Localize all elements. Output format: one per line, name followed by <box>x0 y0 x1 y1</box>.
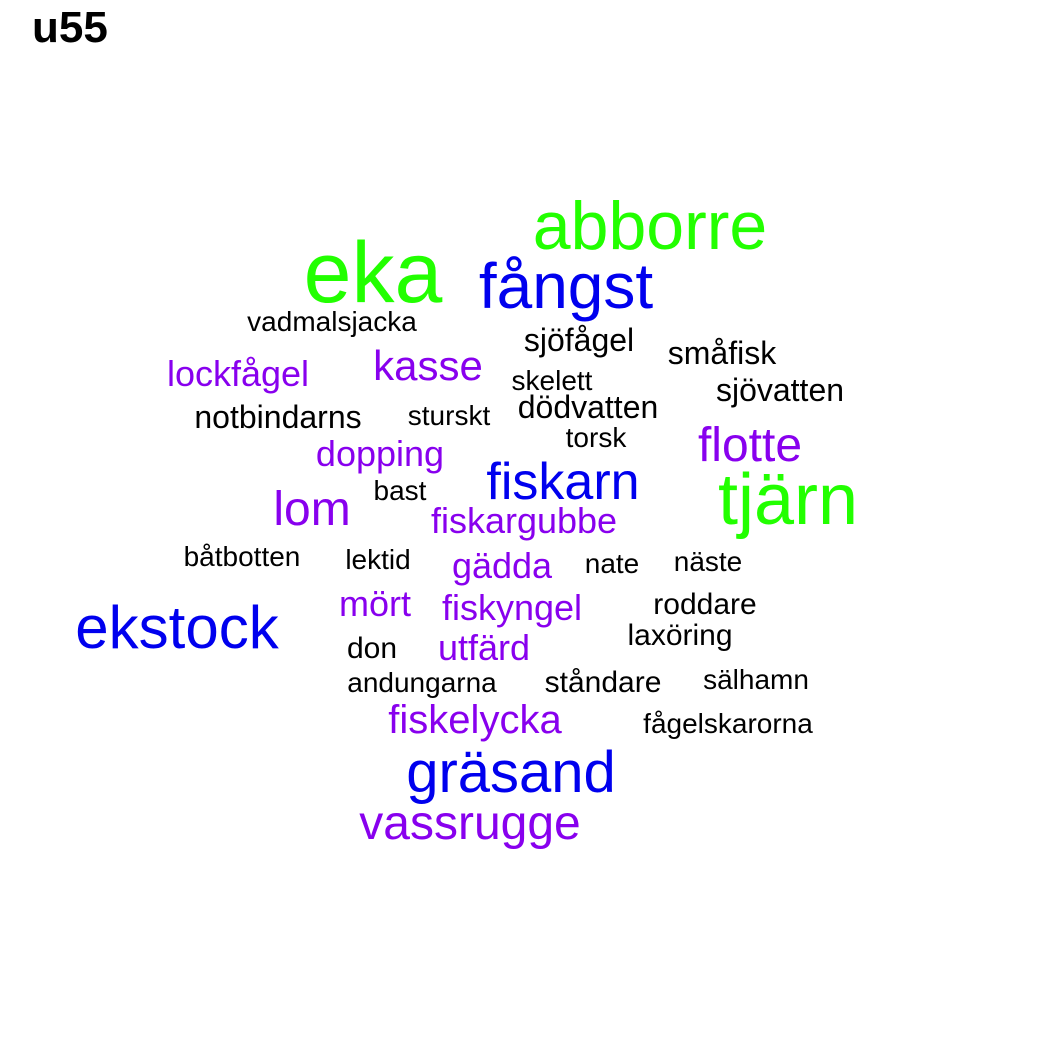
word-29: båtbotten <box>183 541 301 572</box>
word-13: fiskargubbe <box>430 500 618 541</box>
word-14: gädda <box>451 545 553 586</box>
word-20: sjöfågel <box>523 322 635 358</box>
word-19: vadmalsjacka <box>247 306 417 337</box>
word-2: tjärn <box>717 460 859 540</box>
word-33: roddare <box>653 588 757 621</box>
word-31: nate <box>584 548 640 579</box>
word-38: sälhamn <box>703 664 809 695</box>
word-10: kasse <box>373 342 483 389</box>
word-12: dopping <box>315 433 445 474</box>
word-5: gräsand <box>406 740 616 805</box>
word-22: skelett <box>511 365 593 396</box>
word-6: fiskarn <box>486 453 640 511</box>
word-0: eka <box>303 225 443 321</box>
word-7: vassrugge <box>359 797 581 850</box>
word-11: lockfågel <box>166 353 310 394</box>
word-23: sjövatten <box>715 372 845 408</box>
word-26: dödvatten <box>517 389 659 425</box>
word-8: flotte <box>697 419 803 472</box>
word-34: laxöring <box>627 619 733 652</box>
word-18: fiskelycka <box>388 698 562 742</box>
word-21: småfisk <box>667 335 777 371</box>
word-27: torsk <box>565 422 627 453</box>
word-9: lom <box>273 483 351 536</box>
word-16: fiskyngel <box>441 587 583 628</box>
word-28: bast <box>373 475 427 506</box>
word-39: fågelskarorna <box>643 708 813 739</box>
word-35: don <box>346 632 398 665</box>
word-36: andungarna <box>347 667 497 698</box>
word-30: lektid <box>345 544 411 575</box>
word-15: mört <box>339 583 411 624</box>
word-3: fångst <box>478 250 654 322</box>
word-25: sturskt <box>407 400 491 431</box>
word-37: ståndare <box>544 666 662 699</box>
page-title: u55 <box>32 3 108 52</box>
word-24: notbindarns <box>194 399 362 435</box>
word-17: utfärd <box>437 627 531 668</box>
word-4: ekstock <box>75 594 279 661</box>
word-32: näste <box>673 546 743 577</box>
word-1: abborre <box>532 188 768 264</box>
